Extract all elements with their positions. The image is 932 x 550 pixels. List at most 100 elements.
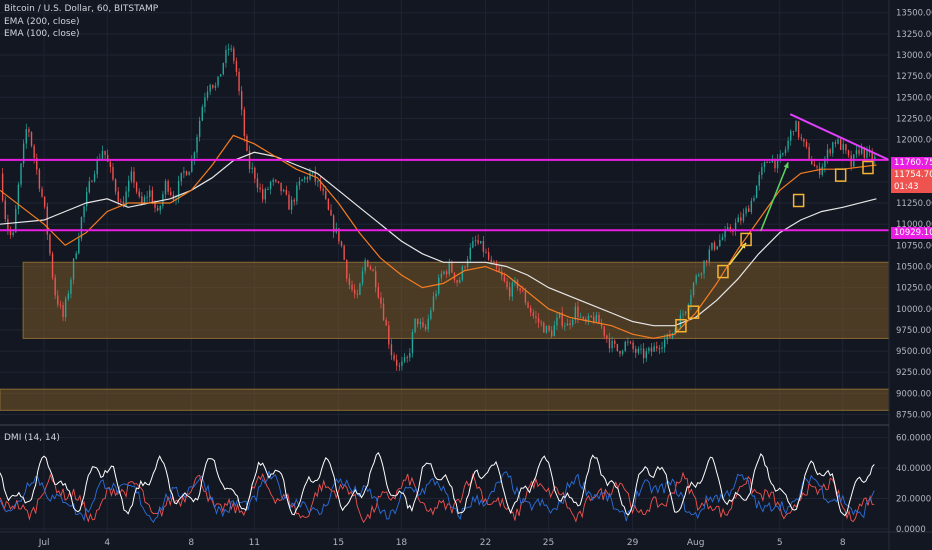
candle-body <box>406 357 408 359</box>
candle-body <box>629 341 632 343</box>
candle-body <box>277 181 280 183</box>
candle-body <box>125 191 127 207</box>
candle-body <box>800 137 802 139</box>
candle-body <box>364 260 366 272</box>
candle-body <box>535 316 537 318</box>
candle-body <box>104 150 106 155</box>
price-tick-label: 12500.00 <box>896 93 932 103</box>
candle-marker-box <box>687 305 700 319</box>
candle-body <box>419 322 422 325</box>
time-tick-label: 8 <box>840 538 846 548</box>
candle-body <box>480 241 482 244</box>
dmi-tick-label: 40.0000 <box>896 464 931 474</box>
candle-body <box>587 315 590 322</box>
candle-body <box>653 346 655 352</box>
candle-body <box>414 318 416 333</box>
candle-body <box>448 262 450 275</box>
price-tick-label: 9750.00 <box>896 326 931 336</box>
candle-body <box>527 302 529 308</box>
candle-body <box>721 237 724 240</box>
candle-body <box>645 351 647 359</box>
candle-body <box>561 312 563 326</box>
candle-body <box>866 150 868 158</box>
dmi-legend[interactable]: DMI (14, 14) <box>4 433 60 443</box>
candle-body <box>837 139 839 144</box>
candle-body <box>692 282 695 296</box>
candle-body <box>85 192 88 207</box>
candle-body <box>46 206 48 235</box>
candle-body <box>353 289 356 294</box>
candle-body <box>133 171 135 183</box>
candle-body <box>753 198 755 201</box>
candle-body <box>206 91 209 98</box>
candle-body <box>582 316 584 319</box>
candle-body <box>642 348 645 359</box>
candle-body <box>93 174 96 182</box>
level-low-price-label: 10929.10 <box>891 227 932 239</box>
candle-body <box>225 49 227 64</box>
candle-body <box>761 167 763 175</box>
candle-body <box>695 275 697 283</box>
arrow-head-2 <box>783 162 789 169</box>
candle-body <box>784 149 787 153</box>
candle-body <box>351 284 353 290</box>
candle-body <box>616 343 619 351</box>
candle-body <box>593 316 595 323</box>
price-tick-label: 11000.00 <box>896 220 932 230</box>
ema200-legend[interactable]: EMA (200, close) <box>4 17 80 27</box>
candle-body <box>212 84 214 88</box>
candle-body <box>769 161 771 163</box>
candle-body <box>430 310 432 319</box>
candle-body <box>28 129 30 133</box>
dmi-tick-label: 20.0000 <box>896 495 931 505</box>
candle-body <box>177 181 180 200</box>
candle-body <box>700 273 703 276</box>
candle-body <box>545 325 548 333</box>
candle-body <box>621 350 624 354</box>
price-tick-label: 10250.00 <box>896 284 932 294</box>
candle-body <box>67 293 70 299</box>
candle-body <box>57 295 59 305</box>
candle-body <box>624 341 626 351</box>
candle-body <box>826 149 829 159</box>
candle-body <box>372 269 374 272</box>
candle-body <box>724 229 726 238</box>
candle-body <box>1 173 4 201</box>
candle-body <box>845 144 847 151</box>
candle-body <box>519 288 521 291</box>
candle-marker-box <box>862 160 874 175</box>
candle-body <box>183 171 185 173</box>
price-tick-label: 11250.00 <box>896 199 932 209</box>
candle-body <box>537 317 540 323</box>
time-tick-label: 22 <box>480 538 491 548</box>
countdown-label: 01:43 <box>891 181 932 193</box>
candle-body <box>469 247 471 260</box>
candle-body <box>795 121 797 132</box>
candle-body <box>7 219 9 231</box>
candle-body <box>191 160 193 172</box>
candle-body <box>713 242 716 250</box>
candle-body <box>871 152 873 161</box>
price-tick-label: 13000.00 <box>896 51 932 61</box>
candle-body <box>674 329 676 334</box>
candle-body <box>256 178 259 188</box>
candle-body <box>254 167 256 179</box>
symbol-title[interactable]: Bitcoin / U.S. Dollar, 60, BITSTAMP <box>4 4 159 14</box>
candle-body <box>395 359 398 366</box>
candle-body <box>135 182 138 192</box>
candle-body <box>240 91 243 110</box>
candle-body <box>338 228 340 242</box>
candle-body <box>632 342 634 349</box>
ema100-legend[interactable]: EMA (100, close) <box>4 29 80 39</box>
candle-body <box>367 260 369 267</box>
candle-body <box>78 238 80 254</box>
candle-body <box>15 209 17 233</box>
candle-body <box>522 290 524 292</box>
candle-body <box>748 208 750 212</box>
candle-body <box>805 141 808 147</box>
candle-body <box>304 177 306 180</box>
price-tick-label: 12000.00 <box>896 136 932 146</box>
candle-marker-box <box>792 193 805 208</box>
candle-body <box>705 260 708 262</box>
